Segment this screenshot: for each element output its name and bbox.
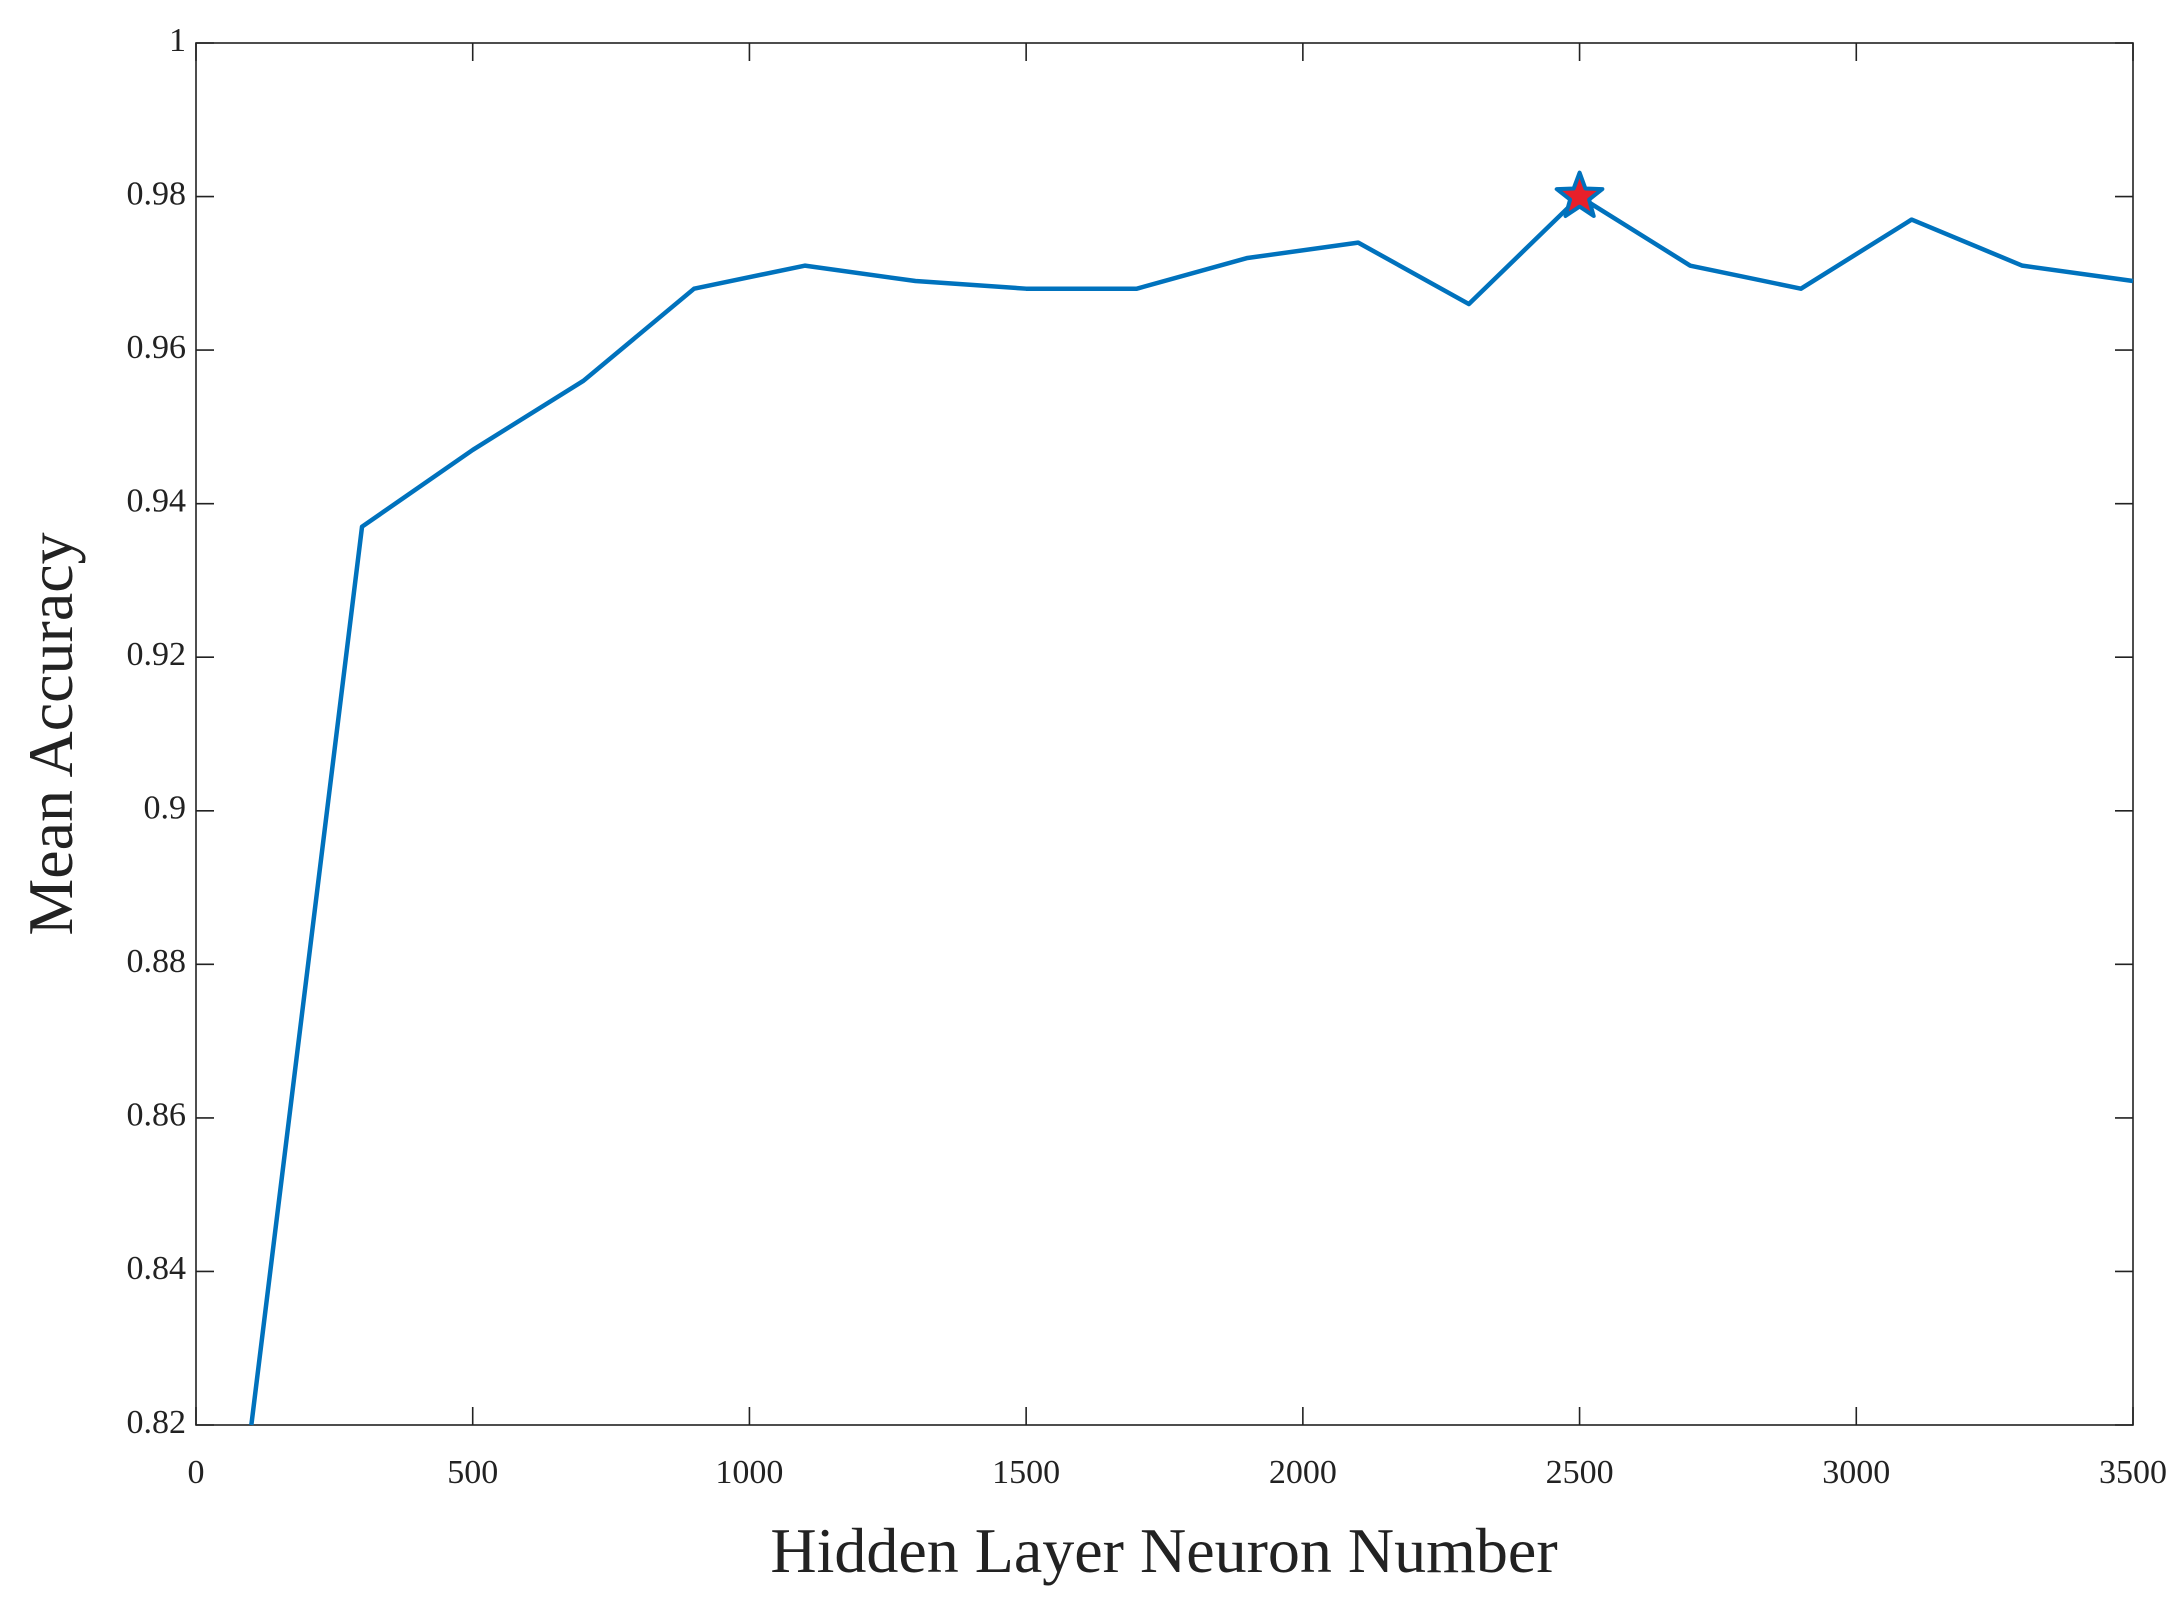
- x-tick-label: 500: [447, 1454, 498, 1491]
- plot-frame: [195, 42, 2134, 1426]
- x-axis-label: Hidden Layer Neuron Number: [770, 1515, 1557, 1586]
- y-tick-label: 0.84: [127, 1250, 187, 1287]
- y-tick-label: 0.92: [127, 636, 187, 673]
- y-tick-label: 0.94: [127, 482, 187, 519]
- x-tick-label: 3500: [2099, 1454, 2167, 1491]
- y-tick-label: 1: [169, 22, 186, 59]
- y-tick-label: 0.86: [127, 1097, 187, 1134]
- x-tick-label: 2500: [1546, 1454, 1614, 1491]
- y-axis-label: Mean Accuracy: [15, 532, 86, 935]
- y-tick-label: 0.96: [127, 329, 187, 366]
- y-tick-label: 0.9: [144, 790, 187, 827]
- x-tick-label: 1500: [992, 1454, 1060, 1491]
- y-tick-label: 0.88: [127, 943, 187, 980]
- x-tick-label: 1000: [715, 1454, 783, 1491]
- x-tick-label: 0: [188, 1454, 205, 1491]
- y-tick-label: 0.82: [127, 1404, 187, 1441]
- data-line: [249, 194, 2134, 1426]
- x-tick-label: 3000: [1822, 1454, 1890, 1491]
- y-tick-label: 0.98: [127, 175, 187, 212]
- x-tick-label: 2000: [1269, 1454, 1337, 1491]
- best-point-marker: [1554, 170, 1605, 218]
